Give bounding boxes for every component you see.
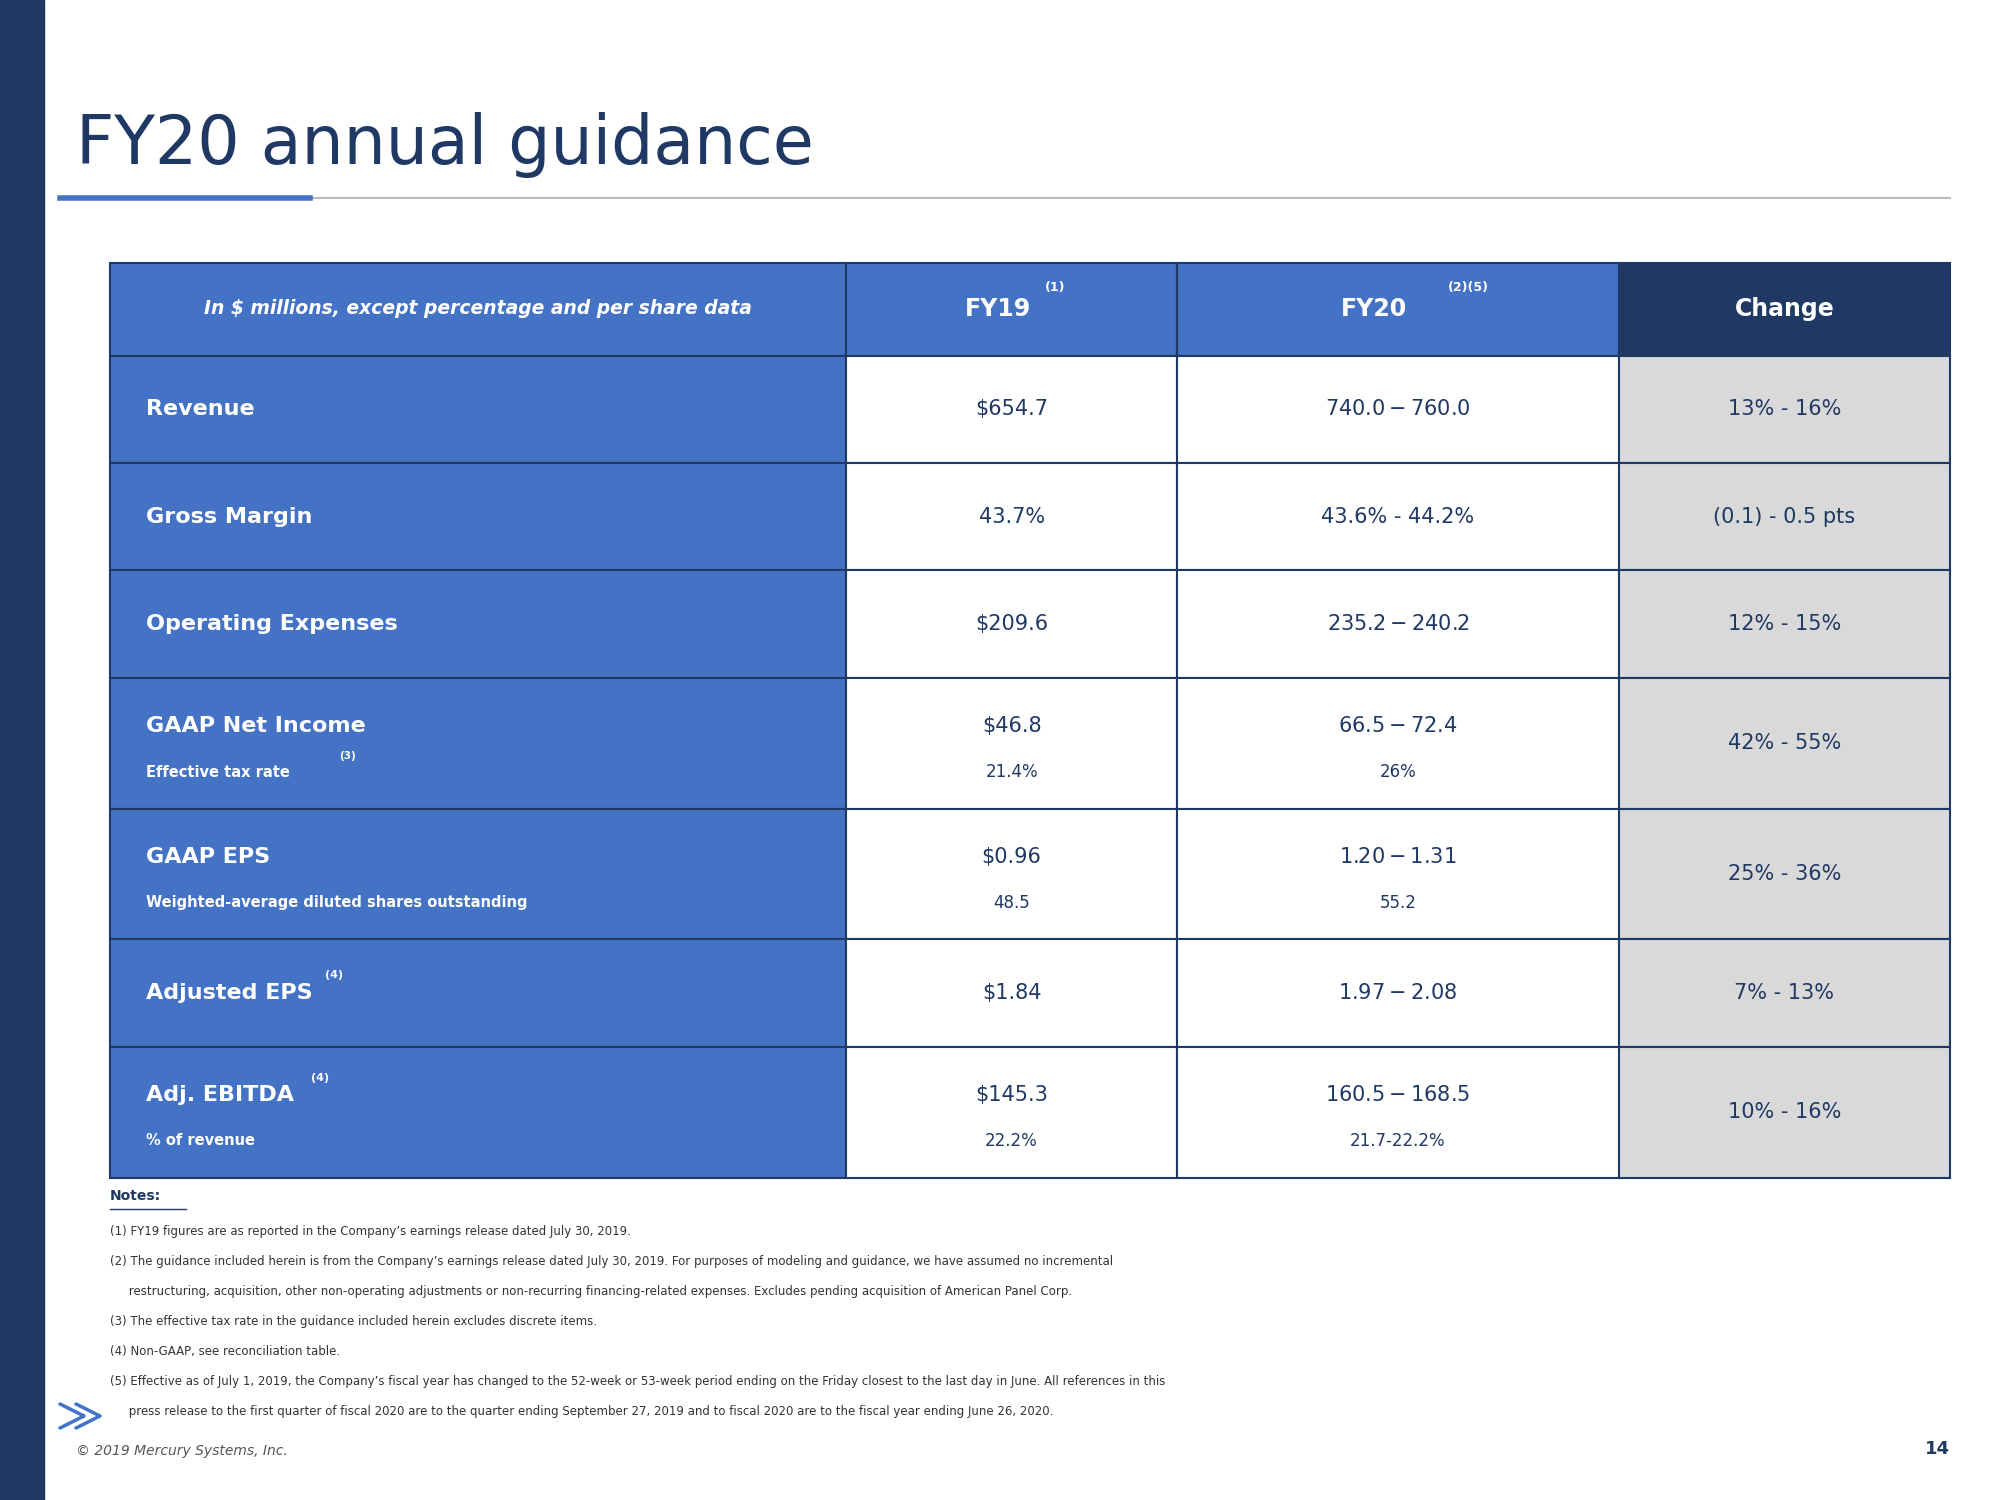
- Text: 55.2: 55.2: [1380, 894, 1416, 912]
- Text: 21.7-22.2%: 21.7-22.2%: [1350, 1132, 1446, 1150]
- Text: restructuring, acquisition, other non-operating adjustments or non-recurring fin: restructuring, acquisition, other non-op…: [110, 1286, 1072, 1299]
- Text: (4): (4): [310, 1072, 328, 1083]
- Text: (4) Non-GAAP, see reconciliation table.: (4) Non-GAAP, see reconciliation table.: [110, 1346, 340, 1359]
- Text: Notes:: Notes:: [110, 1190, 162, 1203]
- Text: GAAP EPS: GAAP EPS: [146, 847, 270, 867]
- Text: $209.6: $209.6: [976, 614, 1048, 634]
- Text: $145.3: $145.3: [976, 1084, 1048, 1106]
- Text: Weighted-average diluted shares outstanding: Weighted-average diluted shares outstand…: [146, 896, 528, 910]
- Text: (3) The effective tax rate in the guidance included herein excludes discrete ite: (3) The effective tax rate in the guidan…: [110, 1316, 596, 1329]
- Text: Operating Expenses: Operating Expenses: [146, 614, 398, 634]
- Text: (1): (1): [1046, 282, 1066, 294]
- Text: (3): (3): [338, 752, 356, 762]
- Text: (1) FY19 figures are as reported in the Company’s earnings release dated July 30: (1) FY19 figures are as reported in the …: [110, 1226, 630, 1239]
- Text: © 2019 Mercury Systems, Inc.: © 2019 Mercury Systems, Inc.: [76, 1444, 288, 1458]
- Text: (4): (4): [326, 970, 344, 980]
- Text: $654.7: $654.7: [976, 399, 1048, 418]
- Text: $1.97 - $2.08: $1.97 - $2.08: [1338, 982, 1458, 1004]
- Text: 12% - 15%: 12% - 15%: [1728, 614, 1842, 634]
- Text: 26%: 26%: [1380, 764, 1416, 782]
- Text: $1.20 - $1.31: $1.20 - $1.31: [1340, 847, 1456, 867]
- Text: (2)(5): (2)(5): [1448, 282, 1488, 294]
- Text: $740.0 - $760.0: $740.0 - $760.0: [1326, 399, 1470, 418]
- Text: $160.5 - $168.5: $160.5 - $168.5: [1326, 1084, 1470, 1106]
- Text: 43.7%: 43.7%: [978, 507, 1044, 526]
- Text: FY20 annual guidance: FY20 annual guidance: [76, 112, 814, 178]
- Text: Adjusted EPS: Adjusted EPS: [146, 982, 312, 1004]
- Text: 10% - 16%: 10% - 16%: [1728, 1102, 1842, 1122]
- Text: 13% - 16%: 13% - 16%: [1728, 399, 1842, 418]
- Text: Adj. EBITDA: Adj. EBITDA: [146, 1084, 294, 1106]
- Text: (2) The guidance included herein is from the Company’s earnings release dated Ju: (2) The guidance included herein is from…: [110, 1256, 1114, 1269]
- Text: (0.1) - 0.5 pts: (0.1) - 0.5 pts: [1714, 507, 1856, 526]
- Text: $1.84: $1.84: [982, 982, 1042, 1004]
- Text: GAAP Net Income: GAAP Net Income: [146, 717, 366, 736]
- Text: FY19: FY19: [964, 297, 1030, 321]
- Text: Revenue: Revenue: [146, 399, 254, 418]
- Text: Change: Change: [1734, 297, 1834, 321]
- Text: 48.5: 48.5: [994, 894, 1030, 912]
- Text: 22.2%: 22.2%: [986, 1132, 1038, 1150]
- Text: Gross Margin: Gross Margin: [146, 507, 312, 526]
- Text: (5) Effective as of July 1, 2019, the Company’s fiscal year has changed to the 5: (5) Effective as of July 1, 2019, the Co…: [110, 1376, 1166, 1389]
- Text: press release to the first quarter of fiscal 2020 are to the quarter ending Sept: press release to the first quarter of fi…: [110, 1406, 1054, 1419]
- Text: Effective tax rate: Effective tax rate: [146, 765, 290, 780]
- Text: 43.6% - 44.2%: 43.6% - 44.2%: [1322, 507, 1474, 526]
- Text: $0.96: $0.96: [982, 847, 1042, 867]
- Text: 7% - 13%: 7% - 13%: [1734, 982, 1834, 1004]
- Text: $66.5 - $72.4: $66.5 - $72.4: [1338, 717, 1458, 736]
- Text: FY20: FY20: [1340, 297, 1408, 321]
- Text: 14: 14: [1924, 1440, 1950, 1458]
- Text: In $ millions, except percentage and per share data: In $ millions, except percentage and per…: [204, 300, 752, 318]
- Text: 42% - 55%: 42% - 55%: [1728, 734, 1842, 753]
- Text: $46.8: $46.8: [982, 717, 1042, 736]
- Text: % of revenue: % of revenue: [146, 1134, 256, 1149]
- Text: 25% - 36%: 25% - 36%: [1728, 864, 1842, 883]
- Text: 21.4%: 21.4%: [986, 764, 1038, 782]
- Text: $235.2 - $240.2: $235.2 - $240.2: [1326, 614, 1470, 634]
